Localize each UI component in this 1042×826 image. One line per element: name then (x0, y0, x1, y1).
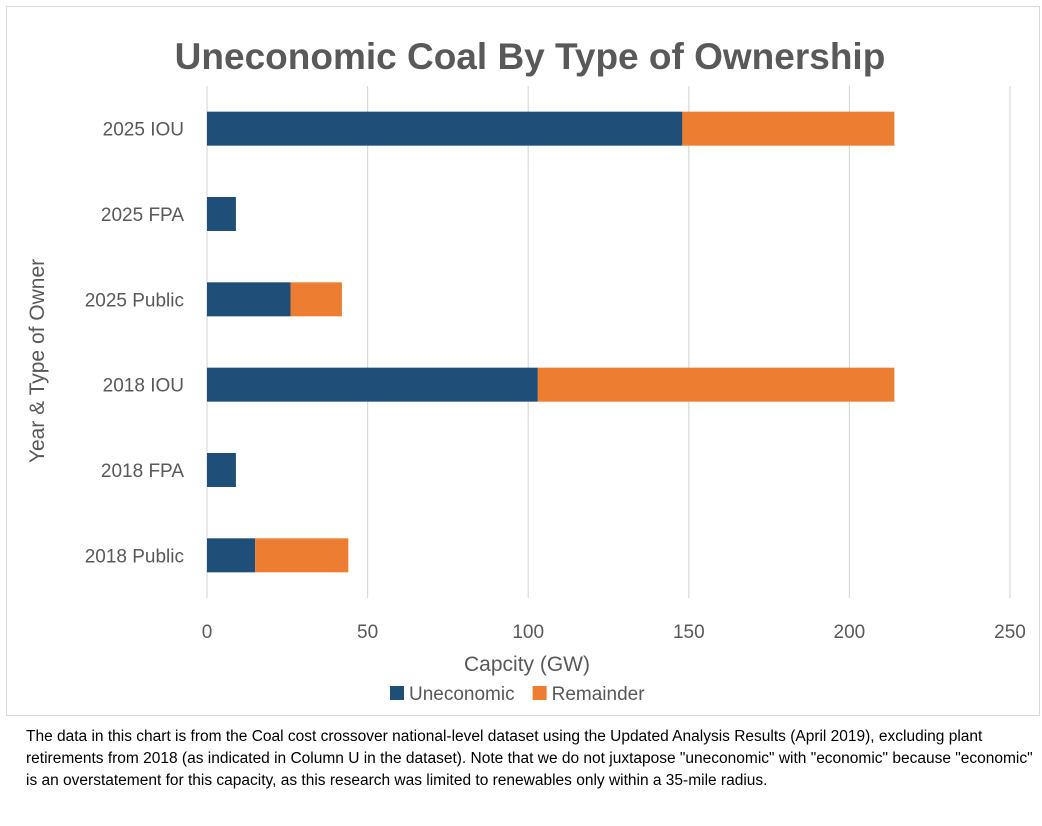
bar-uneconomic (207, 111, 683, 146)
bar-remainder (290, 282, 342, 317)
x-tick-label: 250 (994, 622, 1026, 643)
chart-title: Uneconomic Coal By Type of Ownership (175, 36, 886, 77)
bar-remainder (255, 538, 349, 573)
bars (207, 111, 895, 573)
legend-label: Remainder (552, 684, 646, 705)
bar-uneconomic (207, 197, 236, 231)
x-tick-label: 200 (834, 622, 866, 643)
bar-uneconomic (207, 282, 291, 317)
category-label: 2018 Public (85, 546, 184, 567)
bar-uneconomic (207, 538, 256, 573)
category-label: 2018 FPA (101, 461, 184, 482)
x-axis-label: Capcity (GW) (464, 653, 590, 676)
x-tick-label: 0 (202, 622, 213, 643)
x-tick-label: 50 (357, 622, 378, 643)
category-label: 2025 FPA (101, 205, 184, 226)
category-label: 2025 IOU (103, 120, 184, 141)
legend-swatch (532, 686, 547, 700)
bar-remainder (537, 367, 895, 402)
category-labels: 2025 IOU 2025 FPA 2025 Public 2018 IOU 2018 … (85, 120, 185, 568)
category-label: 2025 Public (85, 290, 184, 311)
legend-swatch (390, 686, 404, 700)
bar-remainder (682, 111, 895, 146)
footnote: The data in this chart is from the Coal … (26, 728, 1033, 789)
chart: Uneconomic Coal By Type of Ownership 202… (26, 36, 1026, 705)
category-label: 2018 IOU (103, 376, 184, 397)
bar-uneconomic (207, 367, 538, 402)
legend-label: Uneconomic (409, 684, 515, 705)
x-tick-label: 150 (673, 622, 705, 643)
x-tick-labels: 0 50 100 150 200 250 (202, 622, 1026, 643)
y-axis-label: Year & Type of Owner (26, 259, 49, 463)
chart-frame (6, 6, 1040, 716)
gridlines (206, 86, 1011, 598)
legend: Uneconomic Remainder (390, 684, 645, 705)
x-tick-label: 100 (512, 622, 544, 643)
bar-uneconomic (207, 453, 236, 487)
